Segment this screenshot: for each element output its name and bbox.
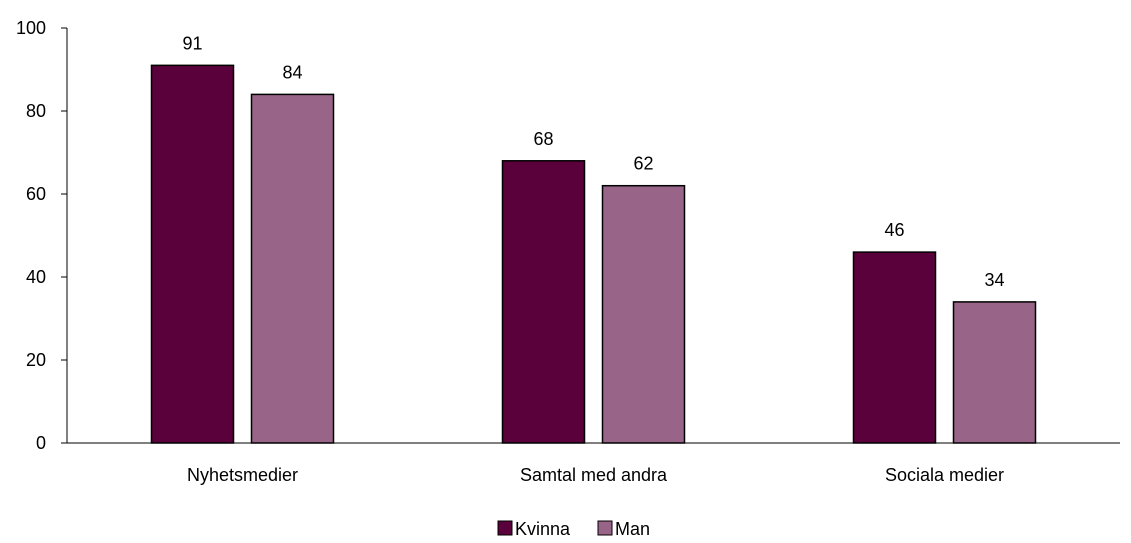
data-label: 68 [533,129,553,149]
legend-swatch [597,520,613,536]
bar-man [250,93,335,444]
x-category-label: Sociala medier [885,465,1004,485]
x-category-label: Samtal med andra [520,465,668,485]
y-tick-label: 40 [26,267,46,287]
y-tick-label: 0 [36,433,46,453]
data-label: 34 [984,270,1004,290]
x-axis-categories: Nyhetsmedier Samtal med andra Sociala medi… [187,465,1004,485]
bar-kvinna [852,251,937,444]
data-label: 91 [182,33,202,53]
legend-label: Kvinna [515,519,571,539]
legend-label: Man [615,519,650,539]
data-label: 46 [884,220,904,240]
y-axis-ticks: 0 20 40 60 80 100 [16,18,67,453]
data-label: 84 [282,62,302,82]
bar-man [952,301,1037,444]
data-labels: 91 84 68 62 46 34 [182,33,1004,290]
bar-kvinna [150,64,235,444]
data-label: 62 [633,154,653,174]
x-category-label: Nyhetsmedier [187,465,298,485]
legend-swatch [497,520,513,536]
bar-man [601,184,686,444]
y-tick-label: 20 [26,350,46,370]
bars [150,64,1037,444]
y-tick-label: 60 [26,184,46,204]
legend: Kvinna Man [497,519,650,539]
y-tick-label: 100 [16,18,46,38]
bar-kvinna [501,160,586,444]
y-tick-label: 80 [26,101,46,121]
